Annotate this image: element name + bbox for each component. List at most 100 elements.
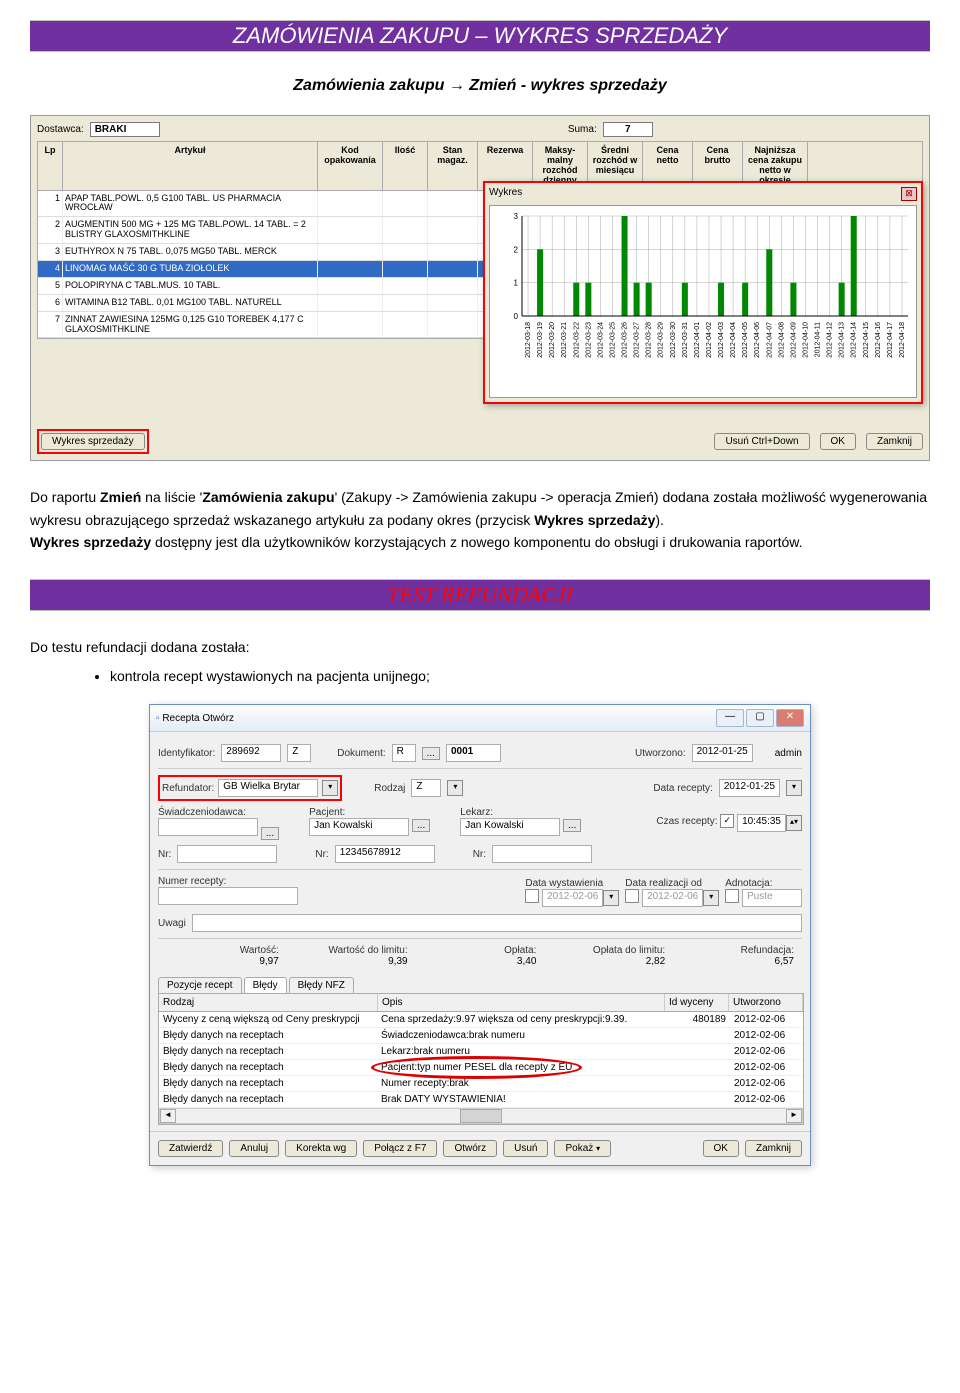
svg-text:2012-04-14: 2012-04-14: [851, 322, 858, 358]
sum-label: Suma:: [568, 124, 597, 135]
ok-button[interactable]: OK: [820, 433, 856, 450]
svg-text:2012-03-24: 2012-03-24: [597, 322, 604, 358]
svg-text:2012-04-02: 2012-04-02: [706, 322, 713, 358]
svg-text:2012-04-13: 2012-04-13: [839, 322, 846, 358]
rodzaj-input[interactable]: Z: [411, 779, 441, 797]
table-row[interactable]: Błędy danych na receptachŚwiadczeniodawc…: [159, 1028, 803, 1044]
zatwierdź-button[interactable]: Zatwierdź: [158, 1140, 223, 1157]
tab-bledy[interactable]: Błędy: [244, 977, 287, 993]
data-wyst-label: Data wystawienia: [525, 878, 619, 889]
utw-date: 2012-01-25: [692, 744, 753, 762]
połącz-z-f7-button[interactable]: Połącz z F7: [363, 1140, 437, 1157]
adnot-checkbox[interactable]: [725, 889, 739, 903]
data-wyst-input[interactable]: 2012-02-06: [542, 889, 603, 907]
zamknij-button[interactable]: Zamknij: [745, 1140, 802, 1157]
dropdown-icon[interactable]: ▾: [447, 780, 463, 796]
dropdown-icon[interactable]: ▾: [786, 780, 802, 796]
chart-close-icon[interactable]: ⊠: [901, 187, 917, 201]
utw-label: Utworzono:: [635, 748, 686, 759]
data-wyst-checkbox[interactable]: [525, 889, 539, 903]
usun-button[interactable]: Usuń Ctrl+Down: [714, 433, 809, 450]
screenshot-order-window: Dostawca: BRAKI Suma: 7 Lp Artykuł Kod o…: [30, 115, 930, 461]
adnot-input[interactable]: Puste: [742, 889, 802, 907]
id-label: Identyfikator:: [158, 748, 215, 759]
table-row[interactable]: Błędy danych na receptachNumer recepty:b…: [159, 1076, 803, 1092]
pokaż-button[interactable]: Pokaż ▾: [554, 1140, 611, 1157]
scrollbar[interactable]: ◄ ►: [159, 1108, 803, 1124]
svg-text:2012-04-15: 2012-04-15: [863, 322, 870, 358]
korekta-wg-button[interactable]: Korekta wg: [285, 1140, 357, 1157]
table-row[interactable]: Błędy danych na receptachPacjent:typ num…: [159, 1060, 803, 1076]
svg-text:2012-04-04: 2012-04-04: [730, 322, 737, 358]
ok-button[interactable]: OK: [703, 1140, 739, 1157]
svg-text:2012-04-16: 2012-04-16: [875, 322, 882, 358]
czas-checkbox[interactable]: ✓: [720, 814, 734, 828]
window-title: Recepta Otwórz: [162, 713, 234, 724]
table-row[interactable]: Wyceny z ceną większą od Ceny preskrypcj…: [159, 1012, 803, 1028]
nr-pacjent[interactable]: 12345678912: [335, 845, 435, 863]
dots-button[interactable]: ...: [563, 819, 581, 832]
wart-lim-value: 9,39: [295, 956, 408, 967]
svg-text:2012-04-10: 2012-04-10: [802, 322, 809, 358]
zamknij-button[interactable]: Zamknij: [866, 433, 923, 450]
data-rec-input[interactable]: 2012-01-25: [719, 779, 780, 797]
data-real-checkbox[interactable]: [625, 889, 639, 903]
titlebar: ▫ Recepta Otwórz — ▢ ✕: [150, 705, 810, 732]
numer-rec-label: Numer recepty:: [158, 876, 298, 887]
svg-text:2012-04-12: 2012-04-12: [827, 322, 834, 358]
numer-rec-input[interactable]: [158, 887, 298, 905]
scroll-right-icon[interactable]: ►: [786, 1109, 802, 1123]
dots-button[interactable]: ...: [422, 747, 440, 760]
svg-text:2012-03-30: 2012-03-30: [670, 322, 677, 358]
data-real-input[interactable]: 2012-02-06: [642, 889, 703, 907]
czas-input[interactable]: 10:45:35: [737, 814, 786, 832]
svg-text:2012-03-18: 2012-03-18: [525, 322, 532, 358]
stepper-icon[interactable]: ▴▾: [786, 815, 802, 831]
pacjent-label: Pacjent:: [309, 807, 430, 818]
svg-text:2012-04-17: 2012-04-17: [887, 322, 894, 358]
tab-pozycje[interactable]: Pozycje recept: [158, 977, 242, 993]
table-row[interactable]: Błędy danych na receptachBrak DATY WYSTA…: [159, 1092, 803, 1108]
scroll-thumb[interactable]: [460, 1109, 502, 1123]
swiad-input[interactable]: [158, 818, 258, 836]
lekarz-label: Lekarz:: [460, 807, 581, 818]
minimize-icon[interactable]: —: [716, 709, 744, 727]
nr-lekarz[interactable]: [492, 845, 592, 863]
svg-text:2012-04-01: 2012-04-01: [694, 322, 701, 358]
dots-button[interactable]: ...: [261, 827, 279, 840]
wartosc-value: 9,97: [166, 956, 279, 967]
lekarz-input[interactable]: Jan Kowalski: [460, 818, 560, 836]
tab-bledy-nfz[interactable]: Błędy NFZ: [289, 977, 354, 993]
dropdown-icon[interactable]: ▾: [322, 780, 338, 796]
wykres-sprzedazy-button[interactable]: Wykres sprzedaży: [41, 433, 145, 450]
paragraph-1: Do raportu Zmień na liście 'Zamówienia z…: [30, 486, 930, 553]
czas-label: Czas recepty:: [656, 816, 717, 827]
id-input[interactable]: 289692: [221, 744, 281, 762]
svg-text:2012-03-29: 2012-03-29: [658, 322, 665, 358]
tabs: Pozycje recept Błędy Błędy NFZ: [158, 977, 802, 993]
uwagi-input[interactable]: [192, 914, 802, 932]
dots-button[interactable]: ...: [412, 819, 430, 832]
dok-r: R: [392, 744, 416, 762]
svg-text:2012-03-27: 2012-03-27: [634, 322, 641, 358]
refund-input[interactable]: GB Wielka Brytar: [218, 779, 318, 797]
section-header-2: TEST REFUNDACJI: [30, 579, 930, 611]
wykres-button-highlight: Wykres sprzedaży: [37, 429, 149, 454]
refund-label: Refundator:: [162, 783, 214, 794]
rodzaj-label: Rodzaj: [374, 783, 405, 794]
anuluj-button[interactable]: Anuluj: [229, 1140, 279, 1157]
table-row[interactable]: Błędy danych na receptachLekarz:brak num…: [159, 1044, 803, 1060]
id-z: Z: [287, 744, 311, 762]
usuń-button[interactable]: Usuń: [503, 1140, 548, 1157]
pacjent-input[interactable]: Jan Kowalski: [309, 818, 409, 836]
uwagi-label: Uwagi: [158, 918, 186, 929]
scroll-left-icon[interactable]: ◄: [160, 1109, 176, 1123]
maximize-icon[interactable]: ▢: [746, 709, 774, 727]
dok-label: Dokument:: [337, 748, 385, 759]
supplier-value: BRAKI: [90, 122, 160, 137]
svg-text:2012-03-21: 2012-03-21: [561, 322, 568, 358]
svg-text:2012-04-11: 2012-04-11: [815, 322, 822, 357]
close-icon[interactable]: ✕: [776, 709, 804, 727]
nr-swiad[interactable]: [177, 845, 277, 863]
otwórz-button[interactable]: Otwórz: [443, 1140, 497, 1157]
